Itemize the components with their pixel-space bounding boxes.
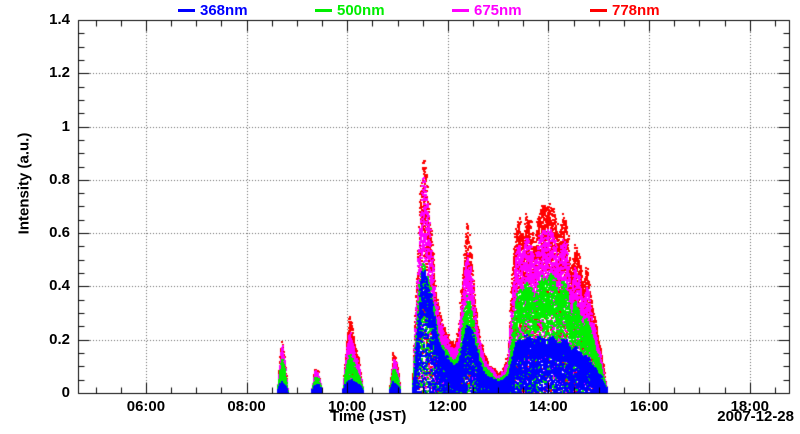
y-tick-label: 1.2: [49, 64, 70, 82]
y-tick-label: 0.2: [49, 330, 70, 348]
legend-item-368nm: 368nm: [178, 0, 248, 20]
legend-item-778nm: 778nm: [590, 0, 660, 20]
x-tick-label: 16:00: [629, 398, 669, 415]
y-tick-label: 0.4: [49, 277, 70, 295]
legend-label-778nm: 778nm: [612, 1, 660, 19]
date-label: 2007-12-28: [717, 408, 794, 425]
x-tick-label: 18:00: [730, 398, 769, 415]
x-tick-label: 14:00: [529, 398, 568, 415]
legend-swatch-368nm: [178, 8, 195, 12]
x-tick-label: 08:00: [227, 398, 266, 415]
y-tick-label: 1.4: [49, 11, 70, 28]
x-tick-label: 10:00: [328, 398, 367, 415]
legend-label-500nm: 500nm: [337, 1, 385, 19]
legend-item-500nm: 500nm: [315, 0, 385, 20]
y-tick-label: 0: [61, 384, 70, 401]
y-tick-label: 1: [61, 117, 70, 135]
legend-swatch-500nm: [315, 8, 332, 12]
legend-label-368nm: 368nm: [200, 1, 248, 19]
y-tick-label: 0.8: [49, 170, 70, 188]
legend-swatch-778nm: [590, 8, 607, 12]
x-axis-title: Time (JST): [330, 408, 407, 425]
legend-item-675nm: 675nm: [452, 0, 522, 20]
legend-label-675nm: 675nm: [474, 1, 522, 19]
x-tick-label: 12:00: [428, 398, 468, 415]
legend-swatch-675nm: [452, 8, 469, 12]
chart-legend: 368nm 500nm 675nm 778nm: [0, 0, 800, 20]
y-tick-label: 0.6: [49, 224, 70, 242]
x-tick-label: 06:00: [126, 398, 166, 415]
